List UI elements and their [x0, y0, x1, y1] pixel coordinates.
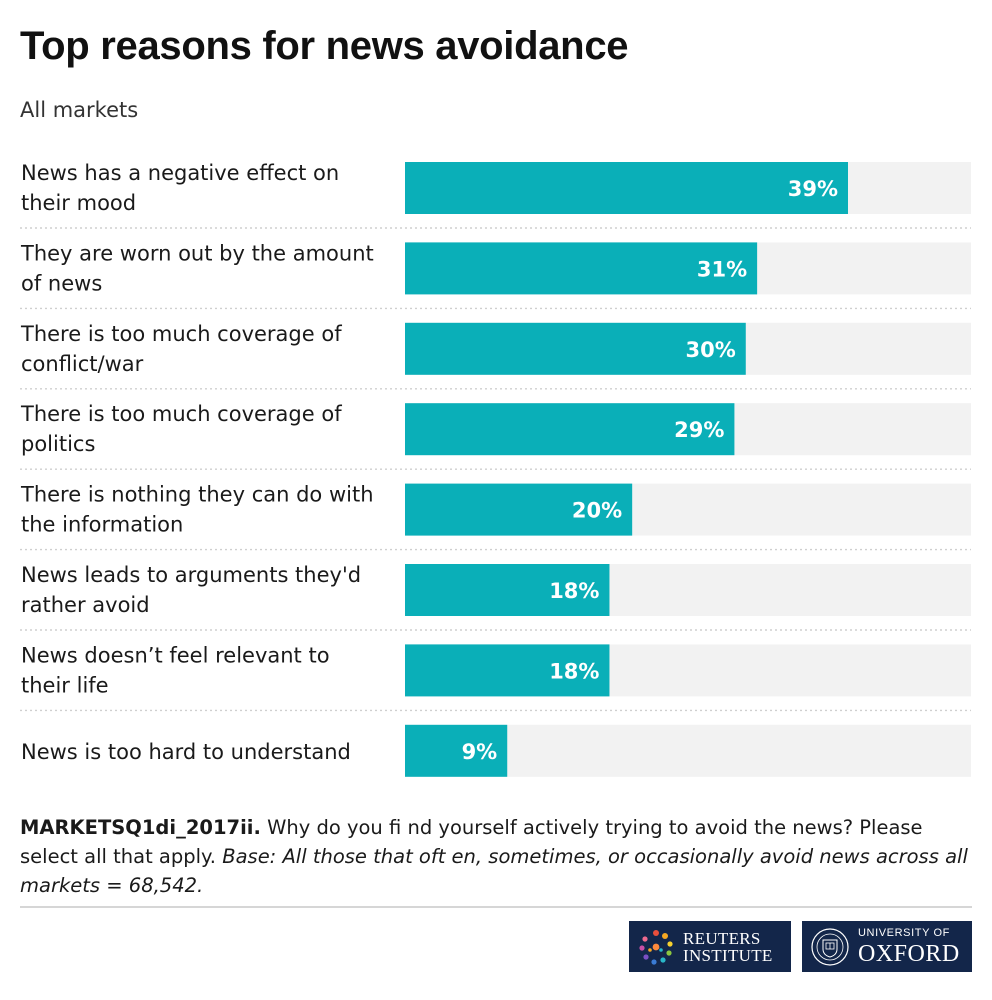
oxford-crest-icon	[811, 927, 849, 966]
data-label: 29%	[674, 418, 724, 442]
category-label: There is nothing they can do with the inf…	[20, 483, 374, 537]
bar-row: 39% News has a negative effect on their mo…	[20, 161, 971, 229]
data-label: 18%	[549, 579, 599, 603]
bar-row: 9% News is too hard to understand	[21, 724, 971, 777]
data-label: 39%	[788, 177, 838, 201]
bar	[405, 242, 758, 295]
bar-row: 29% There is too much coverage of politics	[20, 402, 971, 470]
category-label: News is too hard to understand	[21, 740, 351, 764]
data-label: 30%	[686, 338, 736, 362]
chart-subtitle: All markets	[20, 98, 139, 122]
category-label: News leads to arguments they'd rather avo…	[21, 563, 361, 617]
category-label: They are worn out by the amount of news	[20, 241, 374, 295]
bar	[405, 564, 610, 616]
oxford-wordmark: UNIVERSITY OF OXFORD	[858, 926, 960, 967]
bar-row: 18% News doesn’t feel relevant to their li…	[20, 643, 971, 712]
bar-row: 20% There is nothing they can do with the …	[20, 483, 971, 551]
bar	[405, 483, 633, 536]
reuters-institute-logo: REUTERS INSTITUTE	[629, 921, 791, 972]
reuters-dots-icon	[639, 929, 673, 965]
data-label: 9%	[462, 740, 498, 764]
bar	[405, 162, 848, 214]
category-label: There is too much coverage of conflict/wa…	[20, 322, 342, 376]
bar-row: 31% They are worn out by the amount of new…	[20, 241, 971, 310]
bar	[405, 724, 508, 777]
oxford-university-logo: UNIVERSITY OF OXFORD	[802, 921, 972, 972]
category-label: There is too much coverage of politics	[20, 402, 342, 456]
question-code: MARKETSQ1di_2017ii.	[20, 816, 261, 839]
base-text: Base: All those that oft en, sometimes, …	[20, 845, 968, 897]
bar-chart: 39% News has a negative effect on their mo…	[20, 161, 971, 777]
source-note: MARKETSQ1di_2017ii. Why do you fi nd you…	[20, 813, 970, 900]
bar-row: 18% News leads to arguments they'd rather …	[20, 563, 971, 631]
bar	[405, 403, 735, 456]
data-label: 18%	[549, 659, 599, 683]
reuters-wordmark: REUTERS INSTITUTE	[683, 928, 773, 965]
chart-title: Top reasons for news avoidance	[20, 24, 629, 68]
question-text: Why do you fi nd yourself actively tryin…	[20, 816, 923, 868]
bar-row: 30% There is too much coverage of conflict…	[20, 322, 971, 390]
data-label: 31%	[697, 257, 747, 281]
footer-divider	[20, 906, 972, 908]
bar	[405, 322, 746, 375]
data-label: 20%	[572, 499, 622, 523]
category-label: News has a negative effect on their mood	[21, 161, 339, 215]
category-label: News doesn’t feel relevant to their life	[21, 643, 330, 697]
bar	[405, 644, 610, 697]
